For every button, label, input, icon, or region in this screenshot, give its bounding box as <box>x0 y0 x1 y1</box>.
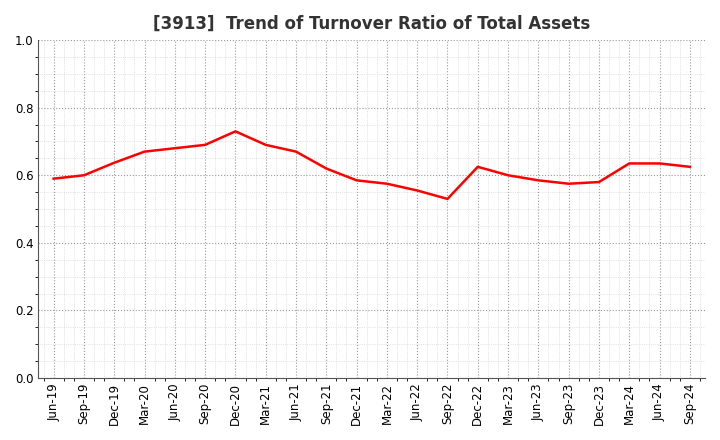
Title: [3913]  Trend of Turnover Ratio of Total Assets: [3913] Trend of Turnover Ratio of Total … <box>153 15 590 33</box>
